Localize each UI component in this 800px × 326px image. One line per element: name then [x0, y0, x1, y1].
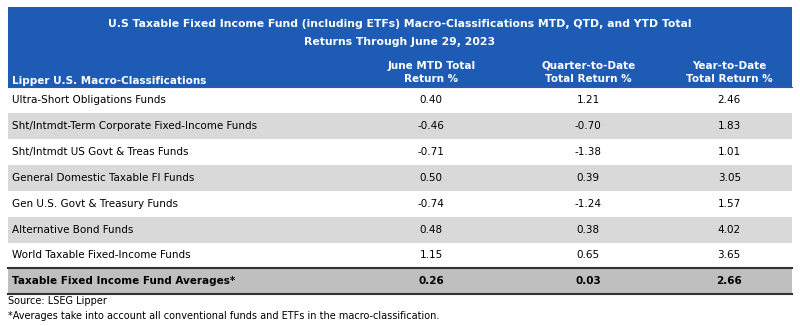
- Text: General Domestic Taxable FI Funds: General Domestic Taxable FI Funds: [12, 173, 194, 183]
- Text: -1.38: -1.38: [574, 147, 602, 157]
- Text: Return %: Return %: [404, 74, 458, 84]
- Text: 0.39: 0.39: [577, 173, 600, 183]
- Bar: [8, 113, 792, 139]
- Text: Returns Through June 29, 2023: Returns Through June 29, 2023: [305, 37, 495, 47]
- Text: Taxable Fixed Income Fund Averages*: Taxable Fixed Income Fund Averages*: [12, 276, 235, 286]
- Text: 0.26: 0.26: [418, 276, 444, 286]
- Bar: [8, 87, 792, 113]
- Text: Source: LSEG Lipper: Source: LSEG Lipper: [8, 296, 107, 306]
- Text: 0.40: 0.40: [420, 95, 443, 105]
- Bar: [8, 7, 792, 55]
- Text: 2.66: 2.66: [717, 276, 742, 286]
- Text: 4.02: 4.02: [718, 225, 741, 234]
- Text: 2.46: 2.46: [718, 95, 741, 105]
- Text: -0.70: -0.70: [574, 121, 602, 131]
- Bar: [8, 55, 792, 87]
- Text: Lipper U.S. Macro-Classifications: Lipper U.S. Macro-Classifications: [12, 76, 206, 86]
- Text: *Averages take into account all conventional funds and ETFs in the macro-classif: *Averages take into account all conventi…: [8, 311, 439, 321]
- Text: U.S Taxable Fixed Income Fund (including ETFs) Macro-Classifications MTD, QTD, a: U.S Taxable Fixed Income Fund (including…: [108, 19, 692, 29]
- Text: 1.15: 1.15: [420, 250, 443, 260]
- Text: Total Return %: Total Return %: [686, 74, 773, 84]
- Text: 0.48: 0.48: [420, 225, 443, 234]
- Text: World Taxable Fixed-Income Funds: World Taxable Fixed-Income Funds: [12, 250, 190, 260]
- Text: Alternative Bond Funds: Alternative Bond Funds: [12, 225, 134, 234]
- Text: 3.65: 3.65: [718, 250, 741, 260]
- Text: Sht/Intmdt US Govt & Treas Funds: Sht/Intmdt US Govt & Treas Funds: [12, 147, 189, 157]
- Text: -0.46: -0.46: [418, 121, 445, 131]
- Text: 1.57: 1.57: [718, 199, 741, 209]
- Text: 1.83: 1.83: [718, 121, 741, 131]
- Text: Sht/Intmdt-Term Corporate Fixed-Income Funds: Sht/Intmdt-Term Corporate Fixed-Income F…: [12, 121, 257, 131]
- Text: -0.74: -0.74: [418, 199, 445, 209]
- Text: 0.65: 0.65: [577, 250, 600, 260]
- Bar: [8, 191, 792, 216]
- Bar: [8, 243, 792, 268]
- Text: Quarter-to-Date: Quarter-to-Date: [541, 61, 635, 71]
- Bar: [8, 139, 792, 165]
- Text: June MTD Total: June MTD Total: [387, 61, 475, 71]
- Bar: [8, 268, 792, 294]
- Text: 3.05: 3.05: [718, 173, 741, 183]
- Text: Gen U.S. Govt & Treasury Funds: Gen U.S. Govt & Treasury Funds: [12, 199, 178, 209]
- Text: -0.71: -0.71: [418, 147, 445, 157]
- Text: 1.21: 1.21: [577, 95, 600, 105]
- Text: 0.50: 0.50: [420, 173, 443, 183]
- Bar: [8, 165, 792, 191]
- Text: 1.01: 1.01: [718, 147, 741, 157]
- Bar: [8, 216, 792, 243]
- Text: Year-to-Date: Year-to-Date: [692, 61, 766, 71]
- Text: 0.38: 0.38: [577, 225, 600, 234]
- Text: Total Return %: Total Return %: [545, 74, 631, 84]
- Text: Ultra-Short Obligations Funds: Ultra-Short Obligations Funds: [12, 95, 166, 105]
- Text: 0.03: 0.03: [575, 276, 601, 286]
- Text: -1.24: -1.24: [574, 199, 602, 209]
